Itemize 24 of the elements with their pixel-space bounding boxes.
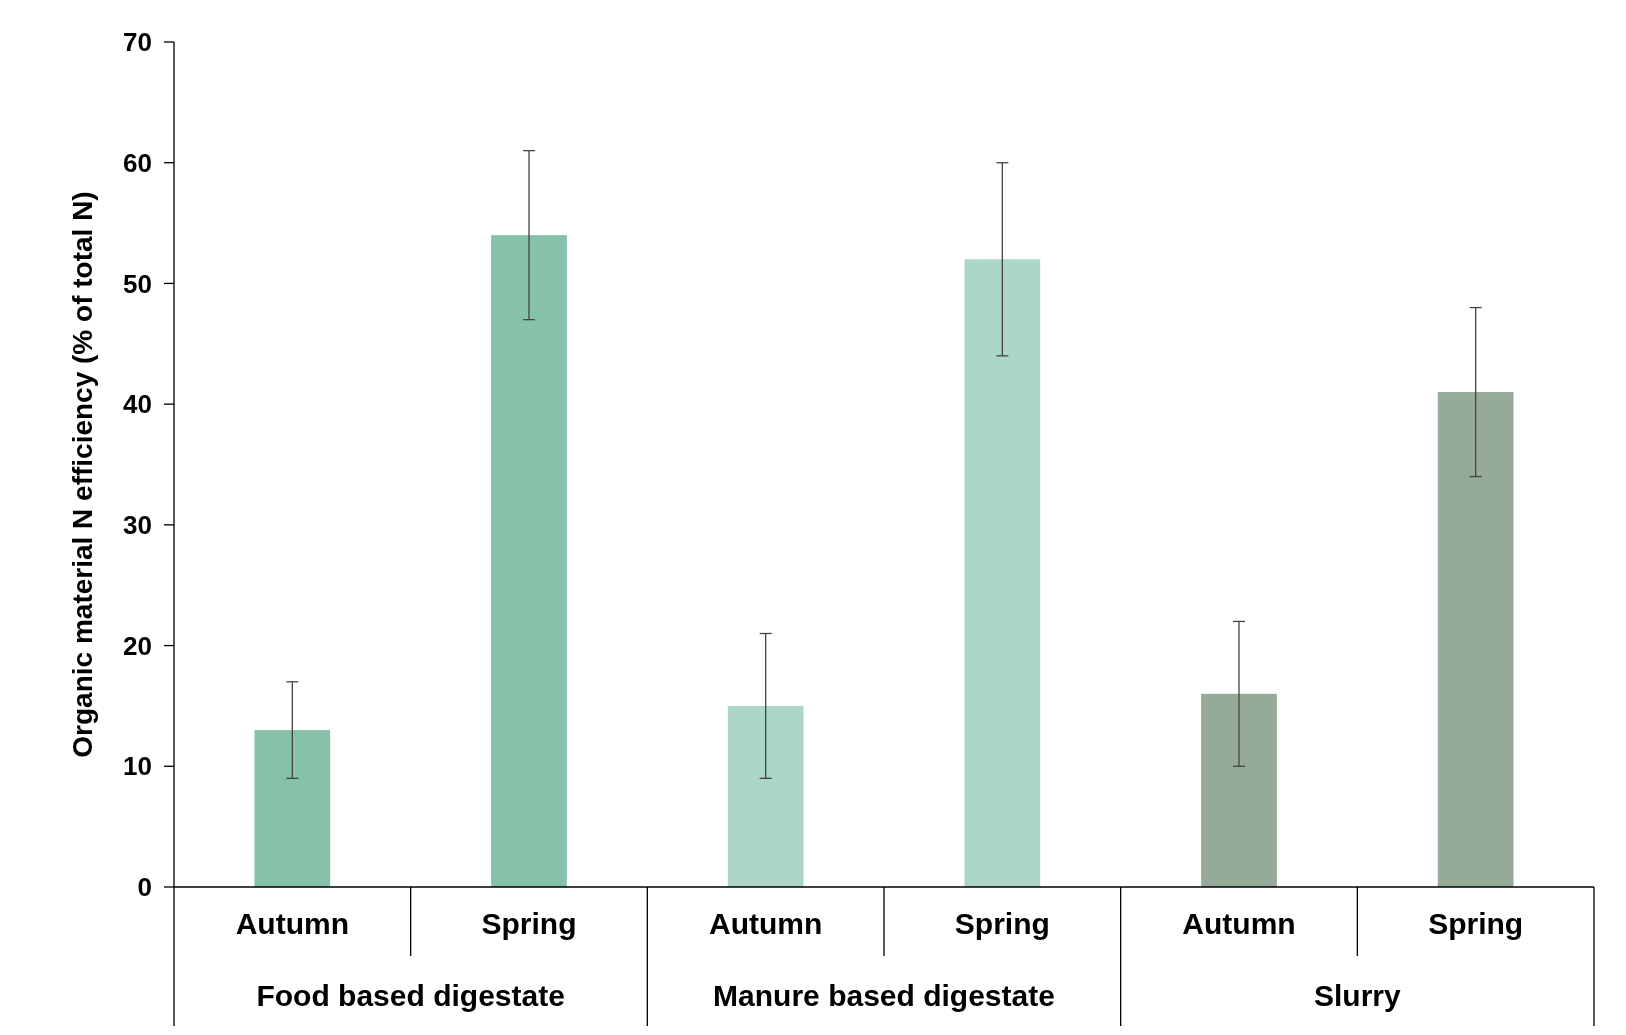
bar (1437, 392, 1514, 887)
bar (964, 259, 1041, 887)
y-tick-label: 30 (123, 509, 152, 540)
x-tick-label: Spring (954, 907, 1050, 940)
x-tick-label: Autumn (1182, 907, 1296, 940)
y-tick-label: 60 (123, 147, 152, 178)
bar (254, 730, 331, 887)
bar (727, 705, 804, 887)
text: Food based digestate (256, 979, 565, 1012)
bar (1201, 693, 1277, 887)
y-tick-label: 40 (123, 389, 152, 420)
y-tick-label: 0 (137, 872, 152, 903)
y-tick-label: 70 (123, 27, 152, 58)
y-tick-label: 50 (123, 268, 152, 299)
text: Manure based digestate (713, 979, 1055, 1012)
x-tick-label: Autumn (235, 907, 349, 940)
bar (491, 235, 567, 887)
y-tick-label: 20 (123, 630, 152, 661)
text: Slurry (1313, 979, 1401, 1012)
x-tick-label: Autumn (709, 907, 823, 940)
y-tick-label: 10 (123, 751, 152, 782)
x-tick-label: Spring (1428, 907, 1524, 940)
x-tick-label: Spring (481, 907, 577, 940)
y-axis-title: Organic material N efficiency (% of total N) (67, 191, 98, 758)
